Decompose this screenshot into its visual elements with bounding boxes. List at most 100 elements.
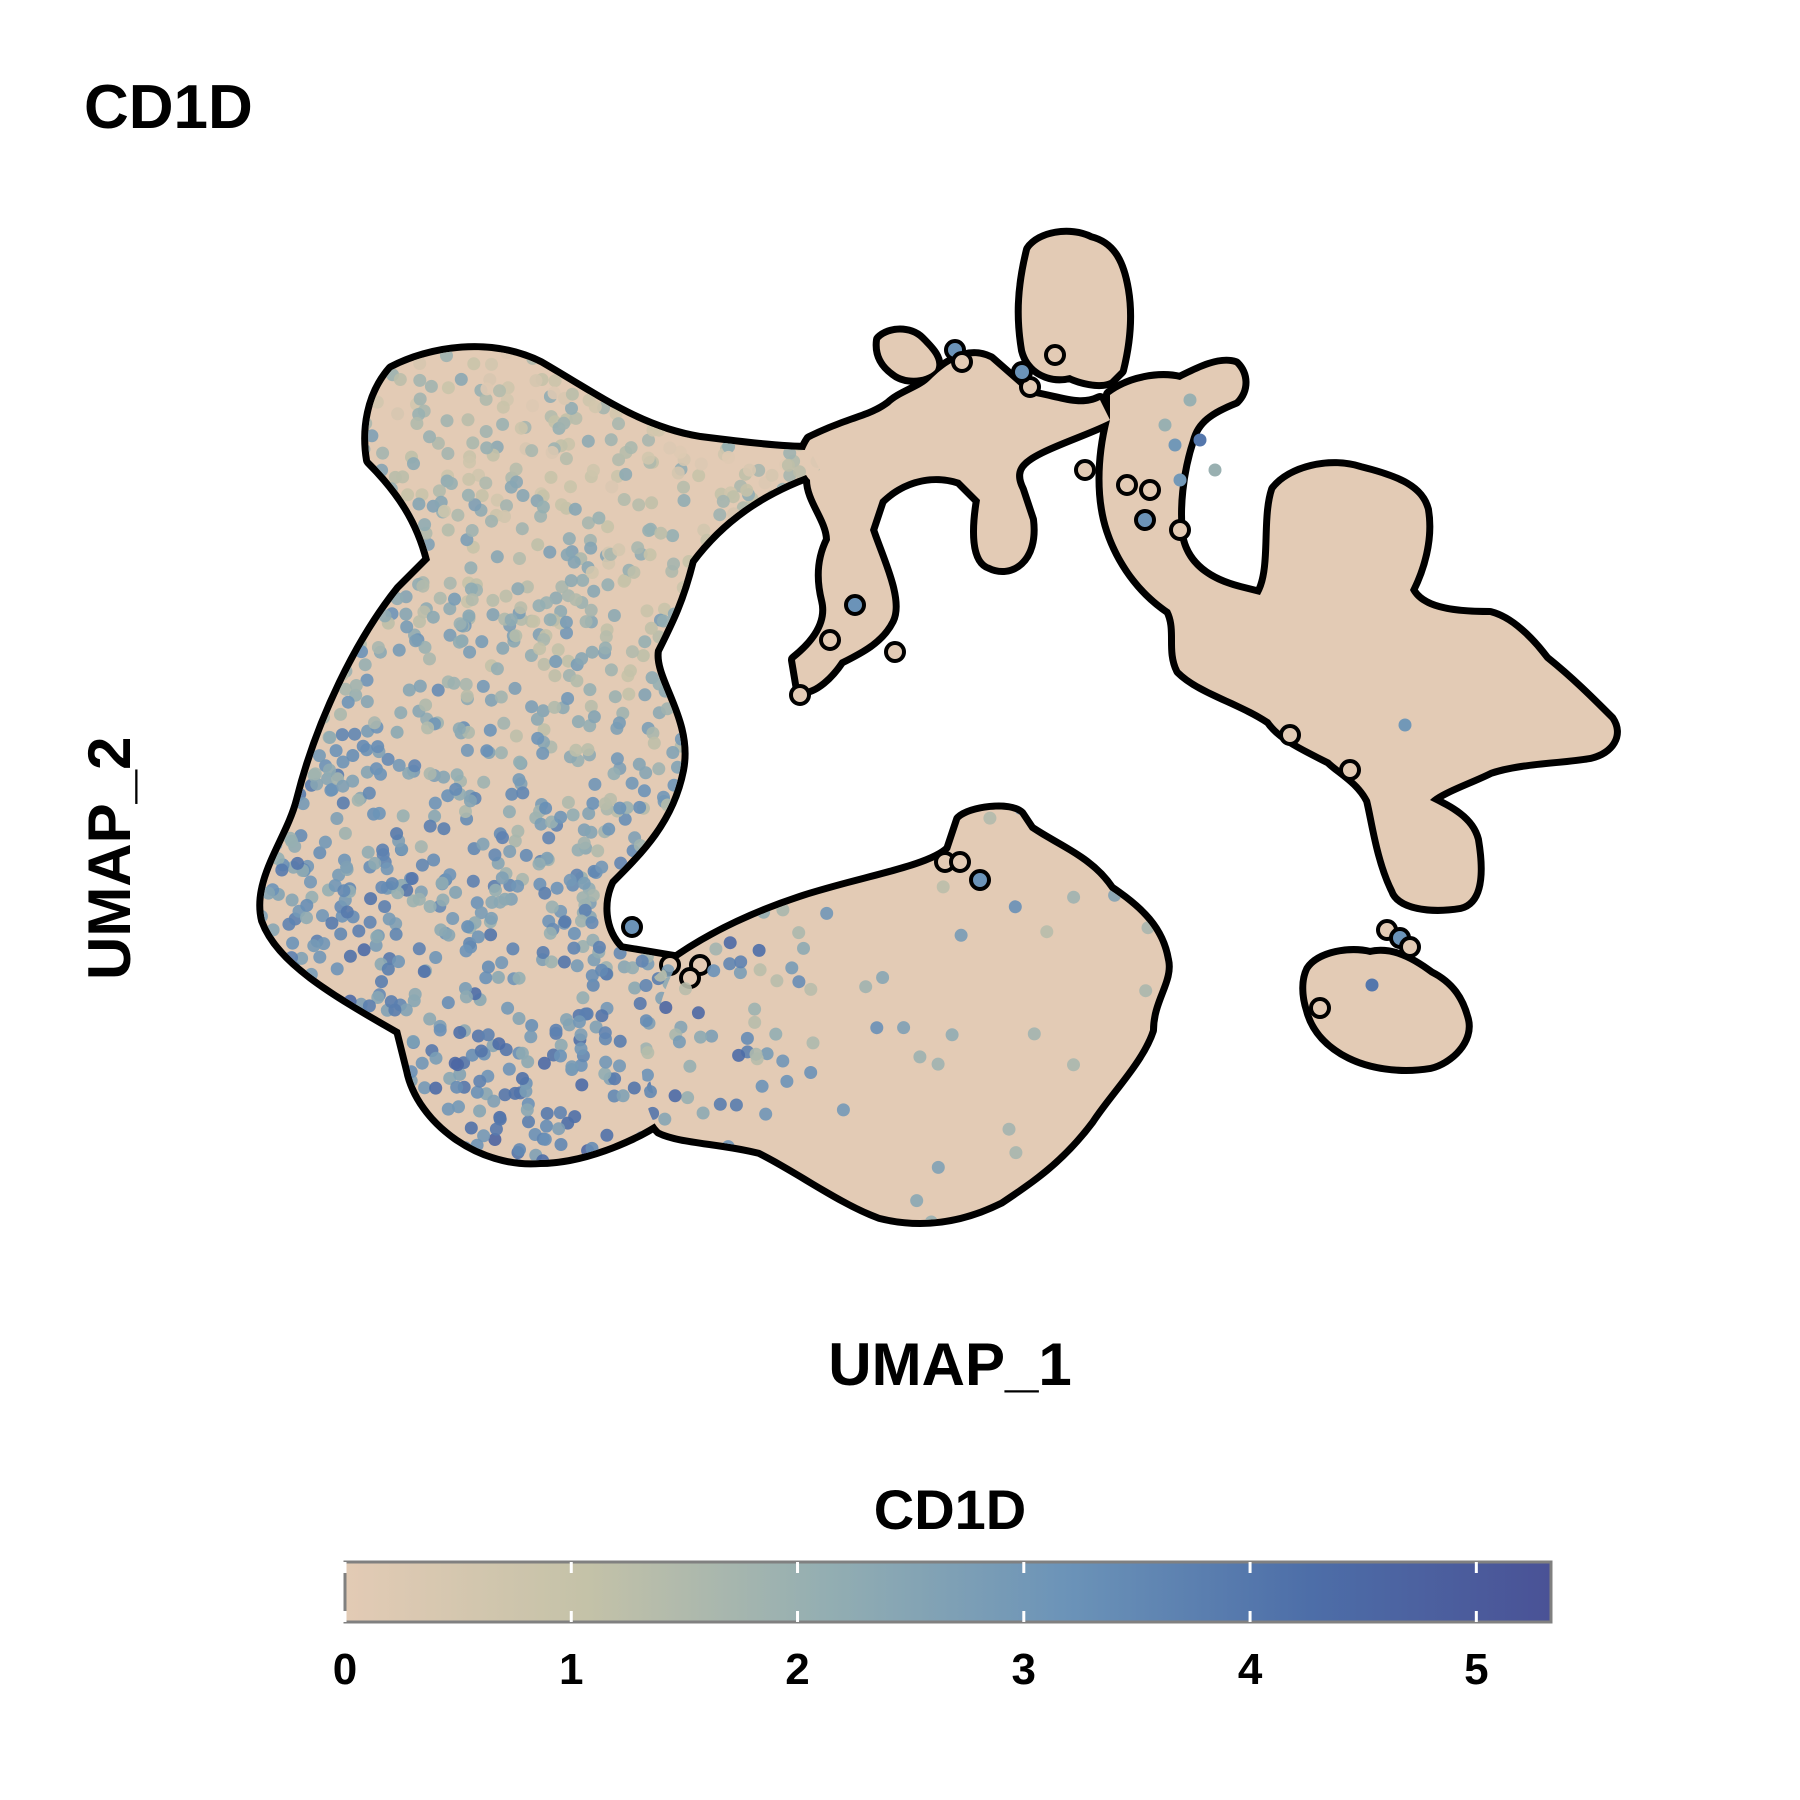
cell-point [308,767,322,781]
cell-point [512,773,526,787]
cell-point [537,657,551,671]
cell-point [781,458,795,472]
cell-point [792,975,806,989]
cell-point [275,863,289,877]
cell-point [793,465,806,479]
cell-point [500,499,513,513]
cell-point [448,592,461,606]
cell-point [729,1098,743,1112]
cell-point [461,920,475,934]
cell-point [610,752,624,766]
cell-point [516,489,530,502]
cell-point [372,806,386,820]
cell-point [381,752,395,766]
cell-point [592,511,606,525]
cell-point [376,446,390,460]
cell-point [412,942,426,956]
cell-point [368,856,382,870]
cell-point [346,749,360,762]
cell-point [638,688,652,702]
cell-point [285,834,299,848]
cell-point [513,755,527,769]
cell-point [464,582,478,596]
cell-point [1067,890,1081,904]
cell-point [484,928,498,942]
cell-point [565,1060,579,1074]
cell-point [543,926,557,940]
cell-point [494,690,508,704]
cell-point [1139,479,1161,501]
cell-point [560,626,573,640]
cell-point [316,909,329,923]
cell-point [585,916,599,930]
cell-point [461,413,475,427]
cell-point [381,962,395,976]
cell-point [375,880,389,894]
cell-point [416,579,430,593]
cell-point [713,1097,727,1111]
cell-point [418,1081,432,1095]
cell-point [503,845,517,858]
cell-point [459,944,473,958]
cell-point [340,860,354,874]
cell-point [1008,900,1022,914]
cell-point [783,446,797,460]
cell-point [511,824,525,838]
cell-point [581,434,595,448]
cell-point [468,498,482,512]
cell-point [304,875,317,889]
cell-point [364,892,378,906]
cell-point [740,1031,754,1045]
cell-point [447,676,461,690]
cell-point [588,400,602,414]
cell-point [654,526,668,540]
cell-point [913,1050,927,1064]
cell-point [540,1119,553,1133]
cell-point [475,635,489,649]
cell-point [626,961,640,975]
cell-point [441,447,455,460]
cell-point [496,417,510,431]
cell-point [640,1068,654,1082]
cell-point [577,836,591,850]
cell-point [428,796,442,810]
cell-point [691,1006,705,1020]
cell-point [707,964,721,978]
cell-point [1139,984,1153,998]
cell-point [733,966,747,980]
cell-point [732,1048,746,1062]
cell-point [623,664,637,678]
cell-point [300,898,314,912]
cell-point [459,677,473,691]
cell-point [479,392,493,406]
cell-point [424,379,438,393]
cell-point [358,658,372,672]
cell-point [361,845,375,859]
cell-point [514,421,528,435]
cell-point [570,674,584,688]
cell-point [598,641,612,655]
cell-point [607,767,621,781]
cell-point [910,1194,924,1208]
cell-point [581,516,595,530]
cell-point [743,463,756,477]
cell-point [431,436,445,450]
cell-point [617,574,631,588]
cell-point [951,351,973,373]
cell-point [375,975,388,989]
colorbar-ticks [343,1562,1478,1622]
cell-point [570,959,584,973]
cell-point [470,1085,484,1099]
cell-point [429,951,443,964]
cell-point [549,655,563,668]
cell-point [474,1044,488,1058]
cell-point [371,740,385,754]
cell-point [586,888,600,902]
cell-point [313,950,327,964]
cell-point [343,949,357,963]
cell-point [491,970,505,984]
cell-point [576,891,590,905]
cell-point [1208,463,1222,477]
cell-point [479,425,493,438]
cell-point [671,466,685,480]
